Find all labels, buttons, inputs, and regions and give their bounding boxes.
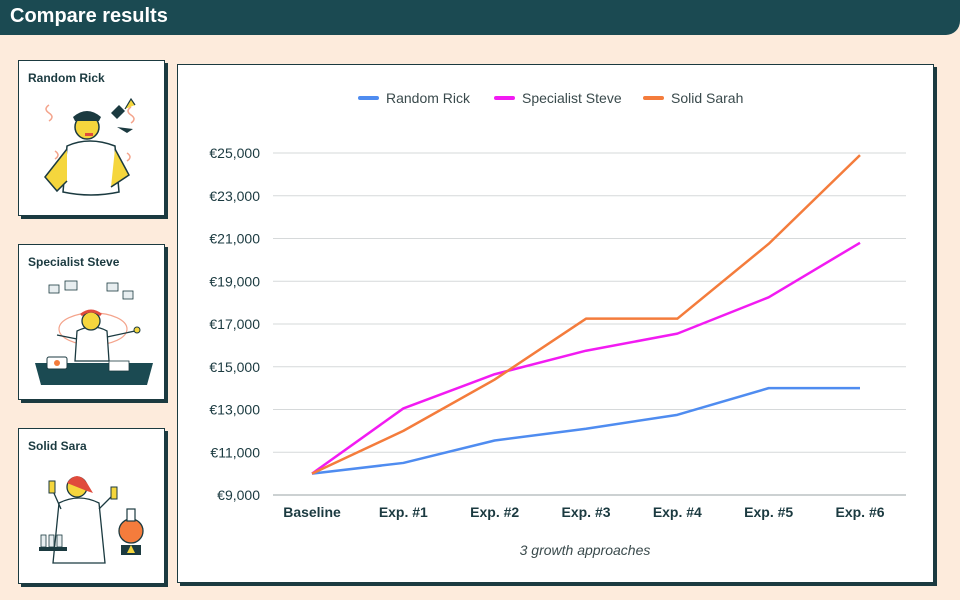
y-tick-label: €17,000 [209, 316, 260, 332]
x-tick-label: Exp. #4 [653, 504, 702, 520]
x-tick-label: Exp. #3 [561, 504, 610, 520]
x-tick-label: Exp. #5 [744, 504, 793, 520]
chart-gridlines [273, 152, 906, 496]
persona-card-random-rick: Random Rick [18, 60, 165, 216]
legend-label: Solid Sarah [671, 90, 743, 106]
chart-legend: Random Rick Specialist Steve Solid Sarah [358, 90, 743, 106]
series-line [311, 154, 861, 475]
x-axis-ticks: Baseline Exp. #1 Exp. #2 Exp. #3 Exp. #4 Exp.… [283, 504, 885, 520]
solid-sara-illustration [39, 476, 144, 564]
series-line [311, 241, 861, 475]
y-tick-label: €23,000 [209, 188, 260, 204]
y-tick-label: €21,000 [209, 231, 260, 247]
series-line [311, 386, 860, 475]
header-bar: Compare results [0, 0, 960, 35]
random-rick-illustration [44, 97, 136, 196]
y-tick-label: €13,000 [209, 402, 260, 418]
y-tick-label: €9,000 [217, 487, 260, 503]
y-tick-label: €11,000 [210, 444, 260, 460]
chart-series-lines [311, 154, 861, 475]
persona-label: Solid Sara [28, 439, 87, 453]
line-chart-panel: Random Rick Specialist Steve Solid Sarah €… [177, 64, 934, 583]
specialist-steve-illustration [35, 280, 153, 385]
legend-label: Specialist Steve [522, 90, 622, 106]
legend-label: Random Rick [386, 90, 471, 106]
x-tick-label: Baseline [283, 504, 341, 520]
y-tick-label: €15,000 [209, 359, 260, 375]
y-tick-label: €19,000 [209, 273, 260, 289]
x-tick-label: Exp. #6 [835, 504, 884, 520]
x-tick-label: Exp. #2 [470, 504, 519, 520]
persona-label: Specialist Steve [28, 255, 120, 269]
persona-card-specialist-steve: Specialist Steve [18, 244, 165, 400]
x-tick-label: Exp. #1 [379, 504, 428, 520]
persona-label: Random Rick [28, 71, 105, 85]
y-axis-ticks: €9,000 €11,000 €13,000 €15,000 €17,000 €19,00… [209, 145, 260, 503]
y-tick-label: €25,000 [209, 145, 260, 161]
persona-card-solid-sara: Solid Sara [18, 428, 165, 584]
line-chart: Random Rick Specialist Steve Solid Sarah €… [209, 90, 906, 558]
x-axis-label: 3 growth approaches [520, 542, 651, 558]
page-title: Compare results [10, 5, 168, 27]
